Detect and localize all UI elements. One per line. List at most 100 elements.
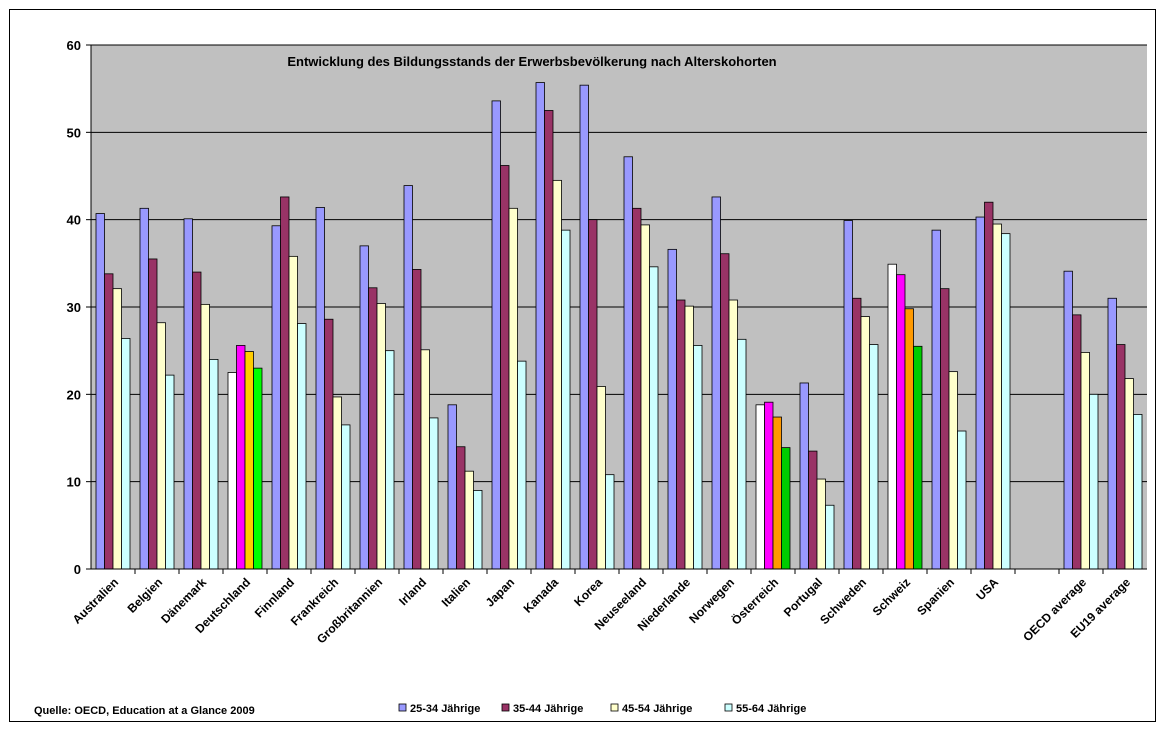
bar	[404, 186, 413, 569]
bar	[237, 345, 246, 569]
bar	[316, 207, 325, 569]
bar	[421, 350, 430, 569]
bar	[501, 166, 510, 569]
bar	[342, 425, 351, 569]
bar	[553, 180, 562, 569]
bar	[1073, 315, 1082, 569]
legend: 25-34 Jährige 35-44 Jährige 45-54 Jährige 5…	[399, 703, 806, 715]
bar	[386, 351, 395, 569]
bar	[1002, 234, 1011, 569]
bar	[465, 471, 474, 569]
y-tick-label: 0	[74, 562, 81, 577]
x-category-label: Spanien	[914, 575, 957, 618]
y-tick-labels: 0 10 20 30 40 50 60	[67, 38, 81, 577]
bar	[958, 431, 967, 569]
bar	[589, 220, 598, 569]
bar	[694, 345, 703, 569]
bar	[210, 359, 219, 569]
bar	[228, 373, 237, 570]
y-tick-label: 60	[67, 38, 81, 53]
bar	[1134, 414, 1143, 569]
legend-swatch	[502, 704, 509, 711]
legend-label: 25-34 Jährige	[410, 703, 480, 715]
y-tick-label: 20	[67, 387, 81, 402]
bar	[685, 306, 694, 569]
bar	[474, 490, 483, 569]
bar	[96, 214, 105, 569]
legend-label: 55-64 Jährige	[736, 703, 806, 715]
bar	[245, 352, 254, 569]
bar	[756, 405, 765, 569]
bar	[1125, 379, 1134, 569]
x-category-label: Australien	[70, 575, 121, 626]
bar	[333, 397, 342, 569]
x-category-label: Kanada	[521, 575, 562, 616]
bar	[677, 300, 686, 569]
bar	[1108, 298, 1117, 569]
bar	[193, 272, 202, 569]
x-category-label: Japan	[483, 575, 517, 609]
bar	[606, 475, 615, 569]
x-category-label: Belgien	[125, 575, 166, 616]
bar	[360, 246, 369, 569]
bar	[545, 111, 554, 570]
bar	[281, 197, 290, 569]
bar	[800, 383, 809, 569]
x-category-label: Portugal	[781, 575, 825, 619]
bar	[712, 197, 721, 569]
legend-swatch	[399, 704, 406, 711]
bar	[272, 226, 281, 569]
bar	[298, 324, 307, 569]
bar	[993, 224, 1002, 569]
bar	[157, 323, 166, 569]
legend-label: 35-44 Jährige	[513, 703, 583, 715]
bar	[430, 418, 439, 569]
legend-label: 45-54 Jährige	[622, 703, 692, 715]
x-category-label: Österreich	[728, 575, 781, 628]
y-tick-label: 40	[67, 213, 81, 228]
chart-frame: 0 10 20 30 40 50 60 Australien Belgien Dänemark D…	[9, 9, 1156, 722]
bar	[817, 479, 826, 569]
bar	[949, 372, 958, 569]
x-category-label: Italien	[439, 575, 473, 609]
legend-swatch	[725, 704, 732, 711]
bar	[738, 339, 747, 569]
bar	[325, 319, 334, 569]
bar	[976, 217, 985, 569]
bar	[782, 448, 791, 569]
y-tick-label: 50	[67, 125, 81, 140]
x-category-label: Schweiz	[870, 575, 913, 618]
x-category-label: USA	[973, 575, 1001, 603]
bar	[773, 417, 782, 569]
bar	[518, 361, 527, 569]
bar	[765, 402, 774, 569]
bar	[1117, 345, 1126, 569]
bar	[826, 505, 835, 569]
bar	[149, 259, 158, 569]
bar	[641, 225, 650, 569]
chart-title: Entwicklung des Bildungsstands der Erwer…	[287, 54, 776, 69]
x-category-label: Irland	[396, 575, 429, 608]
bar	[721, 254, 730, 569]
bar	[536, 83, 545, 569]
bar	[369, 288, 378, 569]
legend-swatch	[611, 704, 618, 711]
bar	[184, 219, 193, 569]
bar	[932, 230, 941, 569]
bar	[897, 275, 906, 569]
bar	[1090, 394, 1099, 569]
bar	[580, 85, 589, 569]
bar	[729, 300, 738, 569]
bar	[888, 264, 897, 569]
bar	[861, 317, 870, 569]
bar	[941, 289, 950, 569]
x-category-label: Finnland	[252, 575, 297, 620]
bar	[844, 221, 853, 569]
bar	[254, 368, 263, 569]
bar	[668, 249, 677, 569]
bar	[457, 447, 466, 569]
source-note: Quelle: OECD, Education at a Glance 2009	[34, 705, 255, 717]
bar	[413, 269, 422, 569]
bar	[985, 202, 994, 569]
y-tick-label: 10	[67, 475, 81, 490]
